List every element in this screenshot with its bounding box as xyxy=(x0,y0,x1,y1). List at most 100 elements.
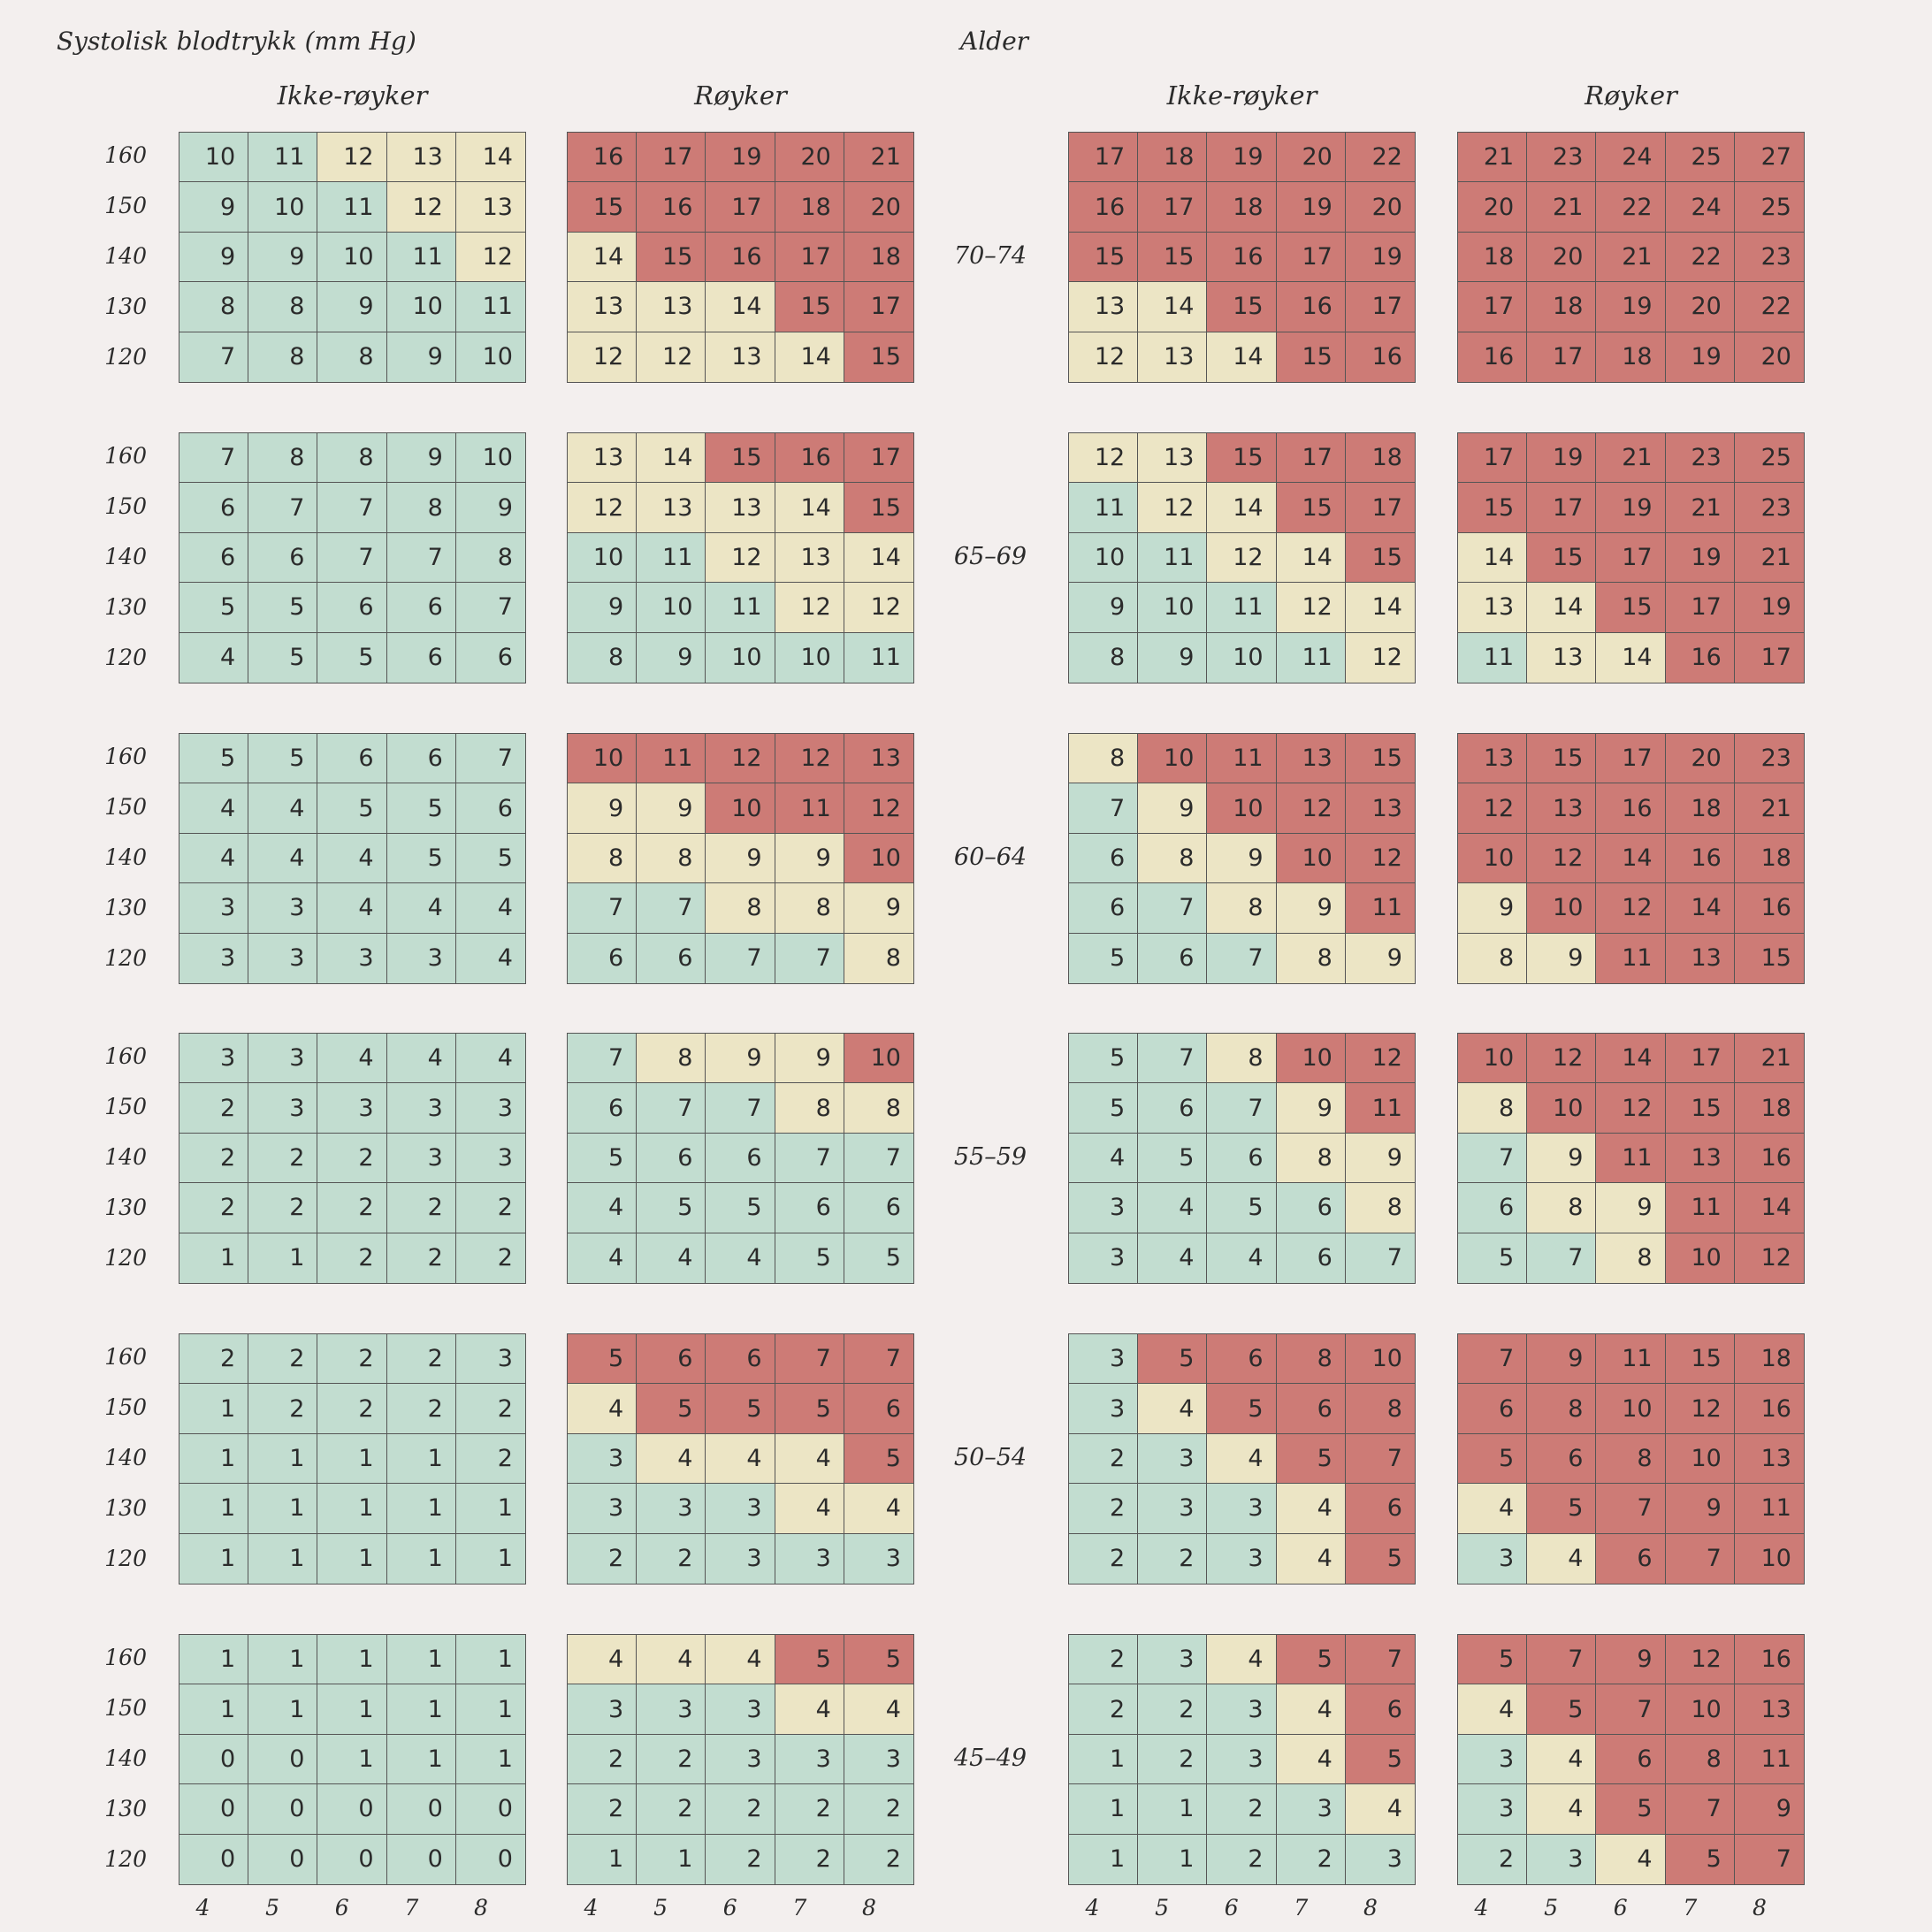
risk-cell: 2 xyxy=(317,1233,387,1283)
risk-cell: 23 xyxy=(1734,483,1804,533)
risk-cell: 4 xyxy=(317,883,387,934)
risk-cell: 4 xyxy=(568,1635,638,1685)
risk-cell: 5 xyxy=(637,1183,706,1233)
risk-cell: 15 xyxy=(637,232,706,283)
risk-cell: 6 xyxy=(568,1083,638,1134)
risk-cell: 4 xyxy=(1069,1133,1139,1184)
risk-cell: 8 xyxy=(568,632,638,683)
risk-cell: 9 xyxy=(1276,883,1346,934)
bp-label: 160 xyxy=(104,1043,147,1070)
bp-label: 130 xyxy=(104,593,147,620)
risk-cell: 3 xyxy=(844,1734,913,1785)
risk-cell: 25 xyxy=(1734,182,1804,233)
risk-cell: 12 xyxy=(1458,783,1528,834)
risk-cell: 10 xyxy=(568,532,638,584)
risk-cell: 1 xyxy=(386,1433,456,1485)
risk-cell: 17 xyxy=(1069,133,1139,183)
risk-cell: 1 xyxy=(455,1484,525,1534)
risk-cell: 20 xyxy=(1276,133,1346,183)
risk-cell: 5 xyxy=(775,1635,844,1685)
risk-cell: 3 xyxy=(179,883,249,934)
risk-cell: 6 xyxy=(1138,933,1208,983)
risk-cell: 4 xyxy=(568,1183,638,1233)
risk-cell: 1 xyxy=(1069,1834,1139,1884)
risk-cell: 7 xyxy=(568,883,638,934)
x-tick-label: 4 xyxy=(1474,1895,1489,1921)
risk-cell: 5 xyxy=(248,632,318,683)
column-header-smoker-right: Røyker xyxy=(1585,80,1677,111)
bp-label: 150 xyxy=(104,193,147,219)
risk-cell: 12 xyxy=(844,783,913,834)
risk-cell: 14 xyxy=(1665,883,1735,934)
risk-cell: 2 xyxy=(568,1784,638,1835)
risk-cell: 11 xyxy=(1734,1734,1804,1785)
risk-cell: 5 xyxy=(179,734,249,784)
risk-cell: 19 xyxy=(1665,332,1735,382)
bp-label: 120 xyxy=(104,1545,147,1571)
risk-cell: 9 xyxy=(1207,833,1277,884)
risk-cell: 9 xyxy=(568,783,638,834)
risk-cell: 6 xyxy=(1458,1384,1528,1434)
risk-cell: 1 xyxy=(1069,1734,1139,1785)
risk-cell: 16 xyxy=(706,232,775,283)
risk-cell: 5 xyxy=(568,1133,638,1184)
risk-cell: 9 xyxy=(1527,1133,1597,1184)
risk-cell: 5 xyxy=(1458,1635,1528,1685)
risk-cell: 6 xyxy=(844,1183,913,1233)
risk-cell: 9 xyxy=(637,783,706,834)
bp-label: 160 xyxy=(104,744,147,770)
risk-cell: 13 xyxy=(706,483,775,533)
risk-cell: 9 xyxy=(386,433,456,484)
risk-cell: 11 xyxy=(317,182,387,233)
risk-cell: 24 xyxy=(1596,133,1666,183)
risk-cell: 5 xyxy=(386,833,456,884)
risk-cell: 7 xyxy=(568,1034,638,1084)
risk-cell: 0 xyxy=(455,1834,525,1884)
risk-cell: 16 xyxy=(1665,833,1735,884)
risk-cell: 12 xyxy=(1345,833,1415,884)
risk-cell: 2 xyxy=(386,1233,456,1283)
risk-cell: 2 xyxy=(1069,1433,1139,1485)
risk-cell: 14 xyxy=(1458,532,1528,584)
risk-cell: 7 xyxy=(1665,1533,1735,1584)
risk-grid: 10 11 12 12 13 9 9 10 11 12 8 8 9 9 10 7 7 8 8 9 6 6 7 7 8 xyxy=(567,733,914,984)
risk-cell: 2 xyxy=(844,1784,913,1835)
risk-cell: 18 xyxy=(1345,433,1415,484)
risk-cell: 7 xyxy=(248,483,318,533)
risk-cell: 2 xyxy=(1458,1834,1528,1884)
risk-cell: 3 xyxy=(706,1484,775,1534)
age-group-label: 65–69 xyxy=(953,543,1027,570)
risk-cell: 14 xyxy=(1207,483,1277,533)
risk-cell: 19 xyxy=(1596,483,1666,533)
risk-cell: 1 xyxy=(386,1533,456,1584)
risk-cell: 0 xyxy=(179,1834,249,1884)
risk-cell: 1 xyxy=(179,1533,249,1584)
risk-cell: 1 xyxy=(317,1484,387,1534)
risk-cell: 15 xyxy=(1207,433,1277,484)
risk-cell: 6 xyxy=(1276,1384,1346,1434)
risk-cell: 13 xyxy=(568,433,638,484)
risk-cell: 6 xyxy=(386,583,456,633)
risk-cell: 12 xyxy=(1207,532,1277,584)
risk-cell: 7 xyxy=(1138,1034,1208,1084)
risk-cell: 5 xyxy=(455,833,525,884)
risk-cell: 7 xyxy=(1458,1334,1528,1385)
risk-cell: 8 xyxy=(1458,1083,1528,1134)
risk-cell: 8 xyxy=(1665,1734,1735,1785)
risk-cell: 4 xyxy=(1207,1433,1277,1485)
risk-cell: 10 xyxy=(1527,883,1597,934)
risk-cell: 3 xyxy=(455,1133,525,1184)
risk-cell: 1 xyxy=(179,1484,249,1534)
risk-cell: 2 xyxy=(317,1133,387,1184)
risk-cell: 14 xyxy=(1527,583,1597,633)
risk-cell: 5 xyxy=(706,1183,775,1233)
risk-cell: 3 xyxy=(1207,1684,1277,1735)
risk-cell: 15 xyxy=(568,182,638,233)
risk-cell: 6 xyxy=(179,483,249,533)
risk-cell: 5 xyxy=(844,1433,913,1485)
risk-cell: 10 xyxy=(1527,1083,1597,1134)
risk-cell: 7 xyxy=(1345,1233,1415,1283)
risk-cell: 6 xyxy=(775,1183,844,1233)
risk-cell: 2 xyxy=(317,1384,387,1434)
